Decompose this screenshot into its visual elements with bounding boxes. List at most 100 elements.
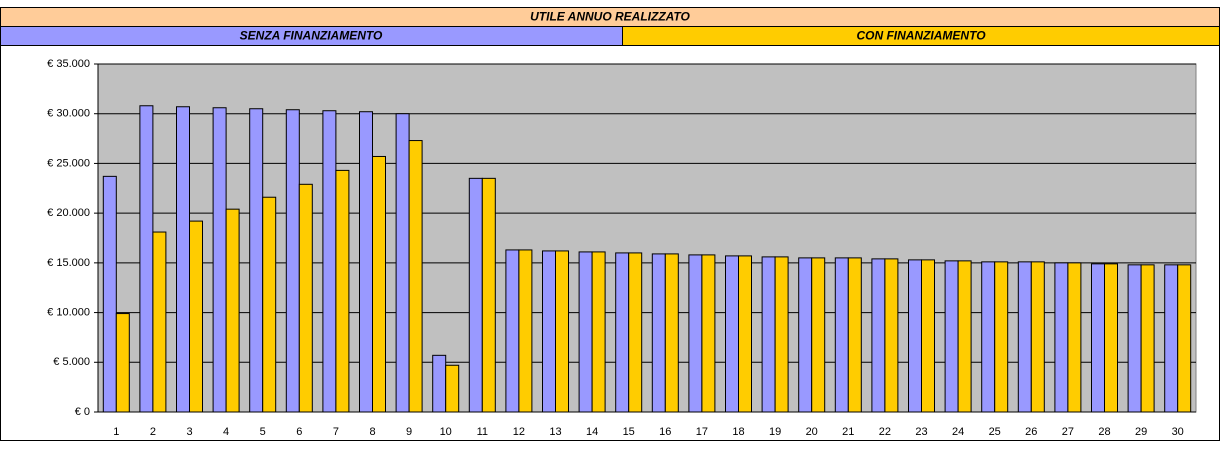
- bar: [578, 251, 593, 413]
- y-tick-label: € 30.000: [47, 108, 90, 120]
- x-tick-label: 11: [477, 426, 488, 438]
- bar: [651, 253, 666, 413]
- bar: [981, 261, 996, 413]
- bar: [395, 113, 410, 413]
- plot-area: [97, 63, 1197, 413]
- bar: [664, 253, 679, 413]
- bar: [468, 177, 483, 413]
- x-tick-label: 18: [732, 426, 744, 438]
- bar: [701, 254, 716, 413]
- x-tick-label: 15: [623, 426, 635, 438]
- bar: [994, 261, 1009, 413]
- y-tick-label: € 35.000: [47, 58, 90, 70]
- bar: [628, 252, 643, 413]
- bar: [1030, 261, 1045, 413]
- bar: [176, 106, 190, 413]
- x-tick-label: 21: [842, 426, 854, 438]
- bar: [908, 259, 922, 413]
- x-tick-label: 26: [1025, 426, 1037, 438]
- bar: [372, 155, 386, 413]
- bar: [359, 111, 373, 413]
- y-tick-label: € 5.000: [53, 356, 90, 368]
- x-tick-label: 3: [186, 426, 192, 438]
- x-tick-label: 16: [659, 426, 671, 438]
- bar: [481, 177, 496, 413]
- bar: [285, 109, 300, 413]
- bar: [408, 140, 423, 413]
- bar: [847, 257, 862, 413]
- bar: [542, 250, 556, 413]
- x-tick-label: 22: [879, 426, 891, 438]
- x-tick-label: 2: [150, 426, 156, 438]
- bar: [1177, 264, 1192, 413]
- bar: [738, 255, 752, 413]
- x-tick-label: 14: [586, 426, 598, 438]
- y-tick-label: € 10.000: [47, 306, 90, 318]
- bar: [725, 255, 739, 413]
- legend-label: CON FINANZIAMENTO: [856, 29, 986, 43]
- bar: [798, 257, 813, 413]
- x-tick-label: 28: [1098, 426, 1110, 438]
- bar: [298, 183, 313, 413]
- x-tick-label: 23: [915, 426, 927, 438]
- bar: [189, 220, 203, 413]
- bar: [152, 231, 167, 413]
- bar: [322, 110, 337, 413]
- bar: [555, 250, 569, 413]
- bar: [445, 364, 460, 413]
- x-tick-label: 25: [989, 426, 1001, 438]
- bar: [212, 107, 227, 413]
- x-tick-label: 5: [260, 426, 266, 438]
- x-tick-label: 1: [113, 426, 119, 438]
- y-tick-label: € 25.000: [47, 157, 90, 169]
- bar: [615, 252, 630, 413]
- bar: [591, 251, 606, 413]
- x-tick-label: 10: [440, 426, 452, 438]
- x-tick-label: 24: [952, 426, 964, 438]
- bar: [834, 257, 849, 413]
- bar: [505, 249, 520, 413]
- x-tick-label: 8: [369, 426, 375, 438]
- bar: [1164, 264, 1179, 413]
- bar: [225, 208, 240, 413]
- x-tick-label: 13: [549, 426, 561, 438]
- bar: [761, 256, 776, 413]
- bar: [944, 260, 959, 413]
- bar: [139, 105, 154, 413]
- bar: [335, 169, 350, 413]
- bar: [1127, 264, 1142, 413]
- bar: [1054, 262, 1069, 413]
- bar: [688, 254, 703, 413]
- x-tick-label: 29: [1135, 426, 1147, 438]
- bar: [884, 258, 899, 413]
- bar: [1140, 264, 1155, 413]
- bar: [957, 260, 972, 413]
- bar: [518, 249, 533, 413]
- bar: [432, 354, 447, 413]
- bar: [774, 256, 789, 413]
- y-tick-label: € 0: [75, 406, 90, 418]
- bar: [262, 196, 277, 413]
- x-tick-label: 20: [806, 426, 818, 438]
- x-tick-label: 27: [1062, 426, 1074, 438]
- bar: [1091, 263, 1105, 413]
- bar: [811, 257, 826, 413]
- x-tick-label: 4: [223, 426, 229, 438]
- x-tick-label: 12: [513, 426, 525, 438]
- x-tick-label: 7: [333, 426, 339, 438]
- bar: [1017, 261, 1032, 413]
- bar: [249, 108, 264, 413]
- legend-label: SENZA FINANZIAMENTO: [240, 29, 383, 43]
- bar: [102, 175, 117, 413]
- y-tick-label: € 15.000: [47, 257, 90, 269]
- bar: [115, 313, 130, 413]
- bar: [921, 259, 935, 413]
- bar: [1104, 263, 1118, 413]
- y-tick-label: € 20.000: [47, 207, 90, 219]
- x-tick-label: 19: [769, 426, 781, 438]
- x-tick-label: 9: [406, 426, 412, 438]
- chart-title: UTILE ANNUO REALIZZATO: [530, 10, 690, 24]
- x-tick-label: 30: [1172, 426, 1184, 438]
